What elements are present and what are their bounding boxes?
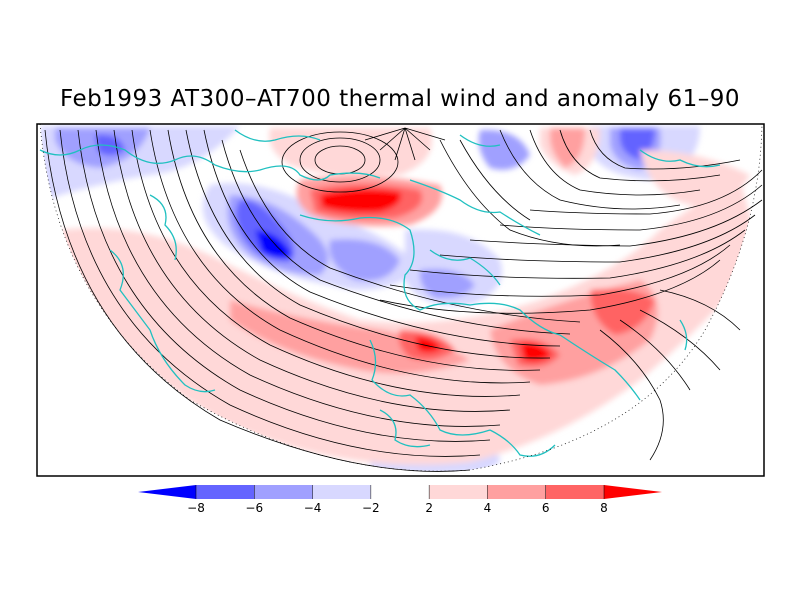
thermal-wind-streamlines [44, 127, 763, 472]
colorbar-label: 8 [600, 501, 608, 515]
colorbar-bin-2 [254, 485, 313, 499]
coastlines [39, 129, 721, 457]
colorbar-label: −4 [304, 501, 322, 515]
anomaly-shading [40, 124, 762, 472]
map-frame [36, 123, 765, 477]
colorbar-bin-1 [196, 485, 255, 499]
colorbar-bin-4 [370, 485, 430, 499]
map-title: Feb1993 AT300–AT700 thermal wind and ano… [59, 86, 741, 112]
colorbar-label: 4 [484, 501, 492, 515]
colorbar-bin-7 [545, 485, 604, 499]
colorbar-label: −6 [245, 501, 263, 515]
colorbar-bin-8 [604, 485, 662, 499]
colorbar-bin-5 [429, 485, 488, 499]
projection-boundary [39, 124, 763, 472]
colorbar-bin-6 [487, 485, 546, 499]
colorbar-label: 2 [425, 501, 433, 515]
colorbar-bin-0 [138, 485, 196, 499]
colorbar-label: 6 [542, 501, 550, 515]
colorbar-label: −8 [187, 501, 205, 515]
colorbar-label: −2 [362, 501, 380, 515]
colorbar-bin-3 [312, 485, 371, 499]
